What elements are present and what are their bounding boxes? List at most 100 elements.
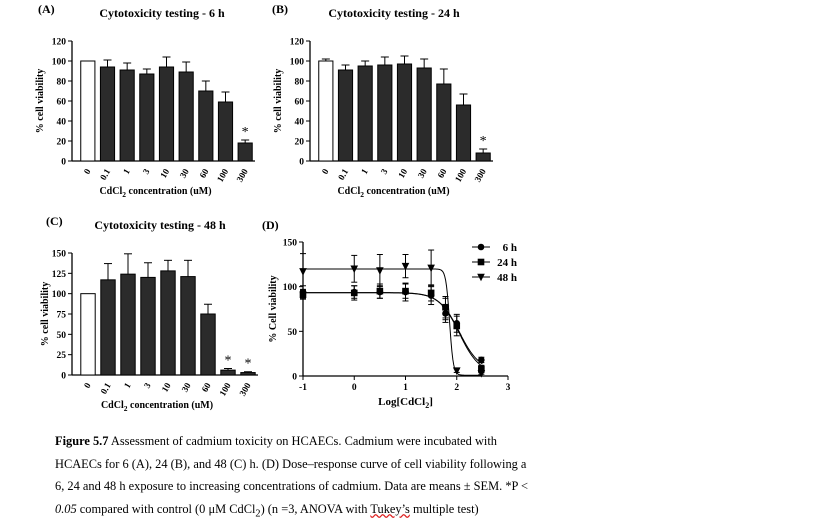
data-point: [441, 305, 450, 314]
bar: [377, 64, 393, 162]
data-point: [299, 268, 307, 276]
x-tick-label: 0.1: [98, 167, 113, 182]
bar: [119, 69, 135, 162]
data-point: [427, 264, 435, 273]
caption-p-value: 0.05: [55, 501, 77, 516]
x-tick-label: 60: [435, 167, 448, 180]
y-tick-label: 0: [299, 158, 304, 168]
x-tick-label: 0: [352, 383, 357, 393]
data-point: [427, 289, 435, 297]
bar: [140, 276, 156, 376]
data-point: [350, 265, 359, 274]
caption-line-4b: ) (n =3, ANOVA with: [260, 501, 371, 516]
x-tick-label: 0: [82, 381, 93, 390]
bar: [240, 372, 256, 376]
y-tick-label: 20: [57, 138, 67, 148]
y-axis-label: % Cell viability: [268, 275, 279, 342]
y-tick-label: 100: [283, 283, 298, 293]
bar: [100, 279, 116, 376]
bar: [357, 65, 373, 162]
x-tick-label: 3: [141, 167, 152, 176]
data-point: [299, 291, 307, 299]
y-tick-label: 0: [61, 158, 66, 168]
y-tick-label: 150: [52, 250, 67, 260]
y-tick-label: 100: [52, 290, 67, 300]
panel-label: (C): [46, 214, 63, 228]
y-tick-label: 80: [57, 78, 67, 88]
y-tick-label: 0: [61, 372, 66, 382]
x-tick-label: 10: [158, 167, 171, 180]
caption-line-4c: multiple test): [409, 501, 479, 516]
bar: [396, 63, 413, 162]
x-tick-label: 100: [453, 167, 469, 184]
x-tick-label: 3: [142, 381, 153, 390]
data-point: [478, 356, 485, 364]
caption-tukey: Tukey’s: [370, 501, 410, 516]
series-24h: [299, 283, 485, 373]
y-tick-label: 50: [57, 331, 67, 341]
data-point: [477, 258, 485, 266]
panel-label: (A): [38, 2, 55, 16]
bar: [180, 276, 196, 376]
caption-line-4a: compared with control (0 μM CdCl: [76, 501, 256, 516]
y-tick-label: 120: [290, 38, 305, 48]
x-axis-label: CdCl2 concentration (uM): [101, 400, 213, 413]
significance-star: *: [245, 357, 252, 372]
caption-line-1: Assessment of cadmium toxicity on HCAECs…: [108, 434, 498, 448]
caption-line-2: HCAECs for 6 (A), 24 (B), and 48 (C) h. …: [55, 456, 527, 471]
y-axis-label: % cell viability: [35, 69, 46, 133]
panel-label: (B): [272, 2, 288, 16]
x-tick-label: 100: [217, 381, 233, 398]
data-point: [477, 370, 486, 378]
caption-line-3: 6, 24 and 48 h exposure to increasing co…: [55, 479, 529, 493]
x-axis-label: CdCl2 concentration (uM): [99, 186, 211, 199]
y-tick-label: 100: [290, 58, 305, 68]
x-tick-label: 300: [234, 167, 250, 184]
y-tick-label: 60: [57, 98, 67, 108]
bar: [337, 69, 354, 162]
bar-panel-0: (A) Cytotoxicity testing - 6 h02040608010…: [35, 2, 255, 199]
y-axis-label: % cell viability: [40, 282, 51, 346]
data-point: [376, 267, 384, 275]
bar-panel-2: (C) Cytotoxicity testing - 48 h0255075100…: [40, 214, 258, 413]
bar: [455, 104, 472, 162]
y-tick-label: 40: [57, 118, 67, 128]
x-tick-label: 3: [379, 167, 390, 176]
y-tick-label: 20: [295, 138, 305, 148]
y-tick-label: 125: [52, 270, 67, 280]
x-tick-label: 30: [416, 167, 429, 180]
x-tick-label: 0.1: [336, 167, 351, 182]
bar: [80, 60, 96, 162]
bar: [200, 313, 216, 376]
y-tick-label: 50: [288, 328, 298, 338]
bar-panel-1: (B) Cytotoxicity testing - 24 h 0 20 40 60 80 1…: [272, 2, 493, 199]
bar: [120, 273, 136, 376]
bar: [475, 152, 491, 162]
significance-star: *: [242, 125, 249, 140]
x-axis-label: Log[CdCl2]: [378, 396, 433, 410]
legend: 6 h 24 h 48 h: [472, 242, 517, 284]
chart-title: Cytotoxicity testing - 24 h: [328, 6, 460, 20]
y-tick-label: 80: [295, 78, 305, 88]
x-axis-label: CdCl2 concentration (uM): [337, 186, 449, 199]
x-tick-label: 30: [178, 167, 191, 180]
x-tick-label: 0: [320, 167, 331, 176]
y-tick-label: 75: [57, 311, 67, 321]
data-point: [477, 243, 485, 251]
series-48h: [299, 249, 486, 378]
bar: [220, 369, 236, 376]
x-tick-label: 1: [122, 381, 133, 390]
y-tick-label: 100: [52, 58, 67, 68]
significance-star: *: [225, 353, 232, 368]
caption-figure-label: Figure 5.7: [55, 434, 109, 448]
y-tick-label: 150: [283, 239, 298, 249]
x-tick-label: 0: [82, 167, 93, 176]
data-point: [452, 367, 461, 375]
x-tick-label: 10: [396, 167, 409, 180]
y-tick-label: 0: [292, 373, 297, 383]
legend-label: 24 h: [497, 257, 517, 269]
caption-subscript: 2: [255, 507, 261, 519]
data-point: [401, 262, 410, 271]
x-tick-label: 2: [454, 383, 459, 393]
